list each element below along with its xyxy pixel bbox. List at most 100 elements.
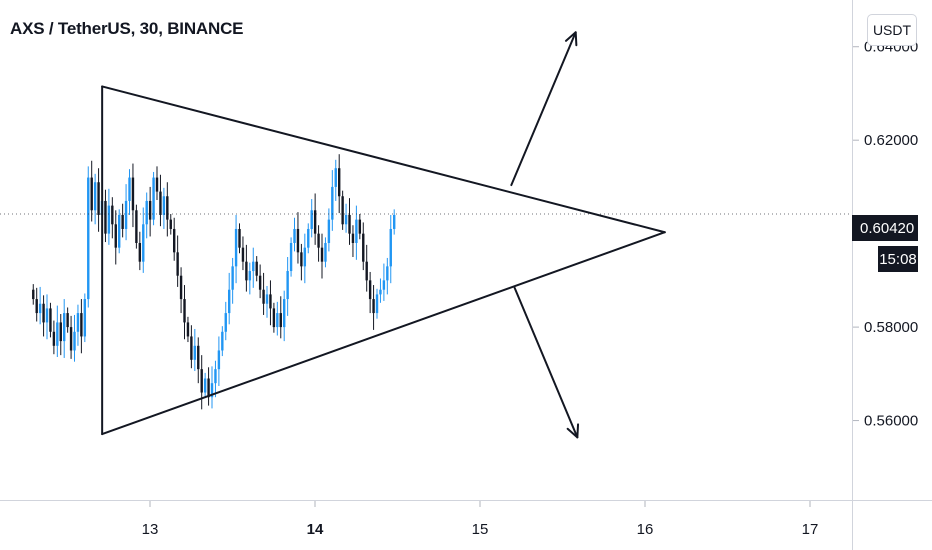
candle-body — [276, 313, 279, 328]
candle — [69, 315, 73, 359]
candle-body — [97, 182, 100, 215]
candle-body — [224, 313, 227, 332]
candle — [227, 272, 231, 325]
candle — [351, 225, 355, 258]
candle — [262, 272, 265, 315]
candle-body — [59, 322, 62, 342]
candle-body — [375, 294, 379, 314]
candle — [203, 372, 207, 399]
candle-body — [176, 252, 179, 276]
candle-body — [104, 200, 107, 234]
candle-body — [73, 331, 76, 351]
y-tick-label: 0.58000 — [864, 319, 918, 336]
candle-body — [124, 200, 128, 229]
candle — [121, 203, 124, 238]
candle-body — [179, 275, 183, 300]
candle — [368, 271, 372, 314]
breakout-down-arrow-head — [566, 423, 580, 439]
candle — [334, 159, 337, 201]
candle — [117, 209, 121, 254]
candle-body — [344, 214, 348, 225]
candle — [76, 304, 80, 346]
candle — [324, 237, 327, 268]
candle — [392, 209, 396, 235]
candle-body — [172, 228, 176, 253]
candle-body — [379, 289, 382, 295]
candle — [224, 301, 227, 341]
candle — [83, 293, 87, 343]
candle-body — [313, 210, 317, 234]
candle-body — [207, 378, 210, 398]
candle-body — [145, 200, 148, 225]
candle-body — [300, 252, 303, 267]
candle — [93, 173, 97, 225]
candle-body — [155, 177, 159, 192]
candle — [172, 217, 176, 261]
candle-body — [197, 345, 200, 370]
candle-body — [69, 327, 73, 351]
candle-body — [282, 299, 286, 328]
candle — [49, 302, 52, 338]
candle — [217, 336, 221, 386]
candle-body — [327, 219, 331, 243]
candle — [190, 325, 193, 369]
candle — [197, 337, 200, 384]
candle-body — [234, 228, 238, 267]
candle — [59, 314, 62, 356]
candle-body — [214, 369, 217, 384]
candle — [245, 244, 248, 292]
candle-body — [255, 261, 258, 276]
candle-body — [358, 219, 362, 234]
candle-body — [307, 228, 310, 248]
candle — [365, 244, 368, 292]
candle — [107, 188, 111, 245]
candle — [382, 263, 386, 301]
candle-body — [320, 247, 324, 262]
candle-body — [203, 378, 207, 393]
candle-body — [111, 205, 114, 225]
breakout-up-arrow-head — [564, 31, 578, 47]
candle — [317, 225, 320, 262]
x-axis[interactable]: 13 14 15 16 17 — [142, 501, 819, 538]
candle-body — [128, 177, 131, 201]
candle-body — [56, 322, 59, 346]
candle-body — [317, 233, 320, 248]
candle-body — [117, 214, 121, 248]
candle-body — [269, 294, 272, 309]
candle-body — [162, 196, 166, 215]
candle — [186, 316, 190, 343]
candle-body — [258, 275, 262, 290]
candle — [73, 314, 76, 362]
candle — [310, 199, 313, 238]
candle-body — [42, 303, 45, 323]
triangle-upper-line[interactable] — [101, 85, 666, 234]
triangle-lower-line[interactable] — [101, 231, 666, 436]
candle — [159, 174, 162, 227]
candle — [327, 208, 331, 252]
currency-unit-button[interactable]: USDT — [867, 14, 917, 46]
candle — [97, 168, 100, 232]
candle — [42, 295, 45, 337]
breakout-up-arrow[interactable] — [510, 31, 577, 187]
candle-body — [83, 299, 87, 337]
candle-body — [210, 383, 214, 398]
candle — [341, 190, 344, 230]
candle — [152, 171, 155, 226]
candle — [358, 214, 362, 240]
x-tick-label: 14 — [307, 521, 324, 538]
candle-body — [159, 191, 162, 215]
candle — [183, 285, 186, 340]
candle — [348, 198, 351, 245]
candle-body — [138, 242, 142, 262]
y-tick-label: 0.56000 — [864, 413, 918, 430]
candle-body — [107, 205, 111, 234]
last-price-label: 0.60420 — [852, 215, 918, 241]
candle-body — [148, 200, 152, 220]
candle — [241, 236, 245, 271]
candle-body — [355, 219, 358, 243]
candle — [258, 264, 262, 299]
candle — [207, 367, 210, 406]
breakout-down-arrow[interactable] — [513, 286, 579, 439]
